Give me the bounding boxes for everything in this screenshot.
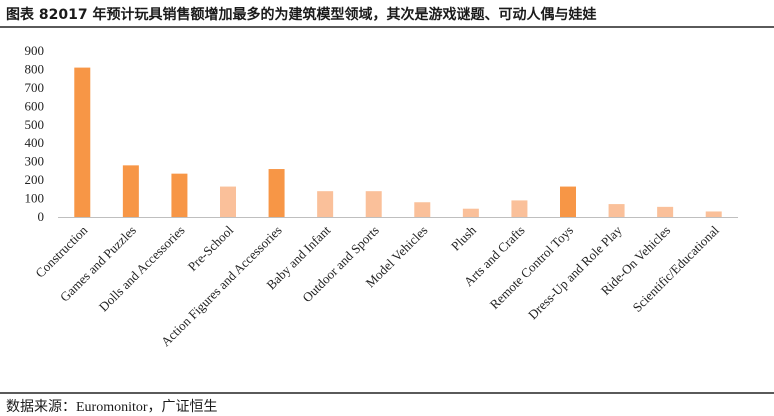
chart-title: 图表 82017 年预计玩具销售额增加最多的为建筑模型领域，其次是游戏谜题、可动…: [6, 7, 597, 23]
bar: [511, 200, 528, 217]
y-tick-label: 400: [25, 135, 45, 150]
bar: [462, 208, 479, 217]
title-bar: 图表 82017 年预计玩具销售额增加最多的为建筑模型领域，其次是游戏谜题、可动…: [0, 0, 774, 28]
y-axis-ticks: 0 100 200 300 400 500 600 700 800 900: [25, 43, 45, 224]
bar-chart: 0 100 200 300 400 500 600 700 800 900 Constructio…: [25, 43, 738, 349]
bar: [705, 211, 722, 217]
y-tick-label: 500: [25, 117, 45, 132]
bar: [657, 206, 674, 217]
x-category-label: Dolls and Accessories: [96, 223, 188, 315]
y-tick-label: 200: [25, 172, 45, 187]
y-tick-label: 600: [25, 98, 45, 113]
footer-divider: [0, 392, 774, 394]
y-tick-label: 800: [25, 61, 45, 76]
bar: [268, 169, 285, 217]
y-tick-label: 0: [38, 209, 45, 224]
bar: [74, 67, 91, 217]
source-note: 数据来源：Euromonitor，广证恒生: [6, 400, 218, 415]
y-tick-label: 300: [25, 154, 45, 169]
x-category-label: Plush: [448, 222, 479, 253]
y-tick-label: 100: [25, 191, 45, 206]
y-tick-label: 900: [25, 43, 45, 58]
bar: [220, 186, 236, 217]
y-tick-label: 700: [25, 80, 45, 95]
bar: [317, 191, 334, 217]
bar: [365, 191, 382, 217]
bar: [171, 173, 188, 217]
bar: [414, 202, 431, 217]
x-category-label: Dress-Up and Role Play: [525, 222, 625, 322]
x-category-label: Remote Control Toys: [487, 223, 576, 312]
bar: [560, 186, 576, 217]
x-category-label: Pre-School: [185, 222, 237, 274]
bar: [608, 204, 625, 217]
bar: [122, 165, 139, 217]
bars: [74, 67, 722, 217]
x-category-label: Scientific/Educational: [630, 222, 723, 315]
